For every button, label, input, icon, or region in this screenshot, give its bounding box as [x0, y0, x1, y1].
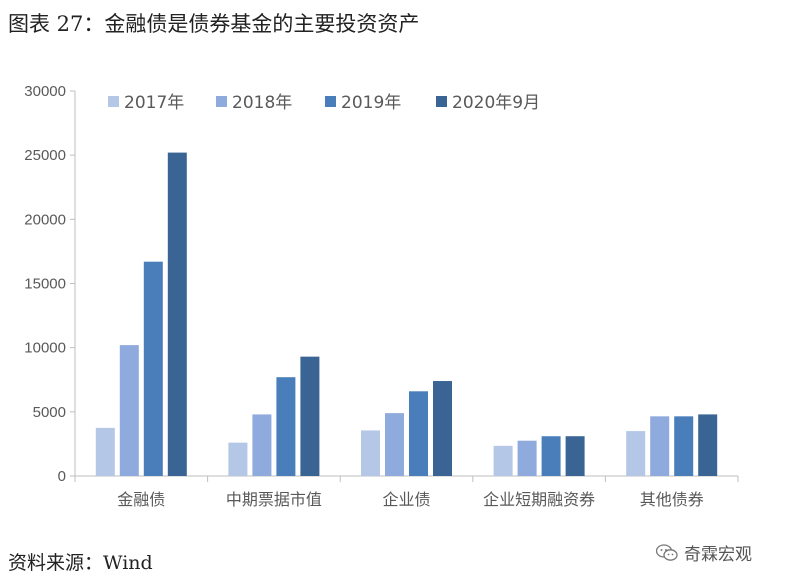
- x-category-label: 其他债券: [640, 490, 704, 509]
- watermark: 奇霖宏观: [656, 540, 752, 565]
- bar: [541, 436, 561, 476]
- y-tick-label: 5000: [33, 404, 66, 421]
- bar: [650, 416, 670, 476]
- legend-swatch: [325, 96, 336, 107]
- x-category-label: 金融债: [117, 490, 165, 509]
- chart-legend: 2017年 2018年 2019年 2020年9月: [108, 93, 540, 113]
- bar: [361, 430, 380, 476]
- y-tick-label: 30000: [24, 83, 66, 100]
- bar: [674, 416, 694, 476]
- y-tick-label: 10000: [24, 340, 66, 357]
- chart-bars: [95, 152, 718, 476]
- bar: [119, 345, 139, 476]
- bar: [493, 445, 513, 476]
- legend-label: 2019年: [341, 93, 401, 113]
- chart-title: 图表 27：金融债是债券基金的主要投资资产: [8, 12, 420, 36]
- bar: [167, 152, 187, 476]
- x-category-label: 企业债: [382, 490, 430, 509]
- bar: [433, 381, 452, 476]
- legend-label: 2017年: [124, 93, 184, 113]
- bar: [517, 440, 537, 476]
- legend-swatch: [436, 96, 447, 107]
- bar: [228, 442, 248, 476]
- bar: [698, 414, 718, 476]
- x-category-label: 企业短期融资券: [483, 490, 595, 509]
- bar-chart: 0 5000 10000 15000 20000 25000 30000 金融债 中期票据市值 企…: [24, 83, 739, 509]
- bar: [95, 427, 115, 476]
- bar: [252, 414, 272, 476]
- watermark-text: 奇霖宏观: [684, 545, 752, 565]
- bar: [300, 356, 320, 476]
- bar: [276, 377, 296, 476]
- bar: [409, 391, 428, 476]
- y-tick-label: 20000: [24, 211, 66, 228]
- legend-swatch: [108, 96, 119, 107]
- wechat-icon: [656, 543, 678, 561]
- y-tick-label: 15000: [24, 276, 66, 293]
- legend-label: 2018年: [232, 93, 292, 113]
- y-tick-label: 0: [58, 468, 66, 485]
- bar: [143, 261, 163, 476]
- chart-axes: 0 5000 10000 15000 20000 25000 30000 金融债 中期票据市值 企…: [24, 83, 739, 509]
- bar: [385, 413, 404, 476]
- bar: [565, 436, 585, 476]
- y-tick-label: 25000: [24, 147, 66, 164]
- legend-swatch: [216, 96, 227, 107]
- x-category-label: 中期票据市值: [226, 490, 322, 509]
- bar: [626, 431, 646, 476]
- legend-label: 2020年9月: [452, 93, 540, 113]
- source-note: 资料来源：Wind: [8, 552, 153, 574]
